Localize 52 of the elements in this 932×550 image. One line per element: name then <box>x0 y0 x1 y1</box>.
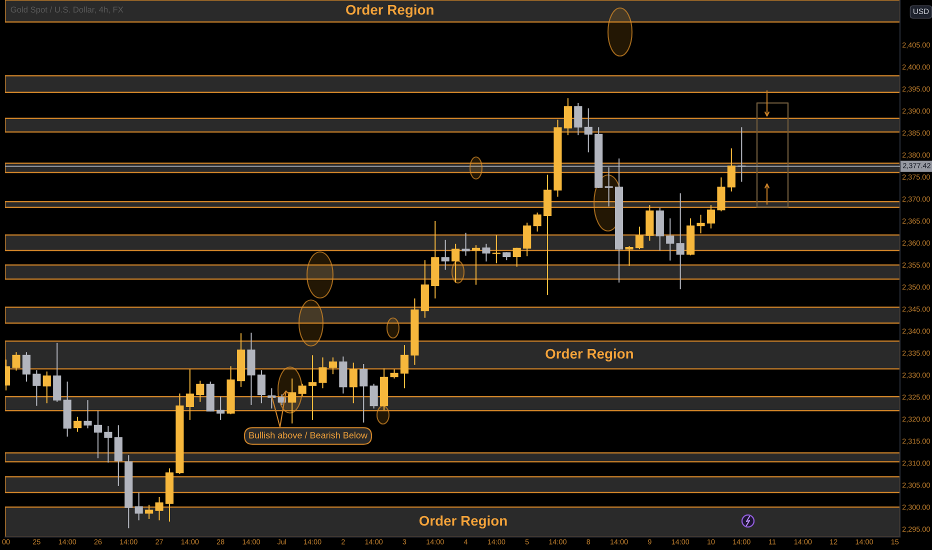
candlestick <box>22 352 30 382</box>
candlestick <box>676 192 684 290</box>
candlestick <box>696 214 705 234</box>
candlestick <box>370 383 378 409</box>
candlestick <box>308 354 317 420</box>
candlestick <box>288 378 296 424</box>
candlestick <box>186 368 194 420</box>
candlestick <box>257 370 266 404</box>
candlestick <box>360 363 368 424</box>
candlestick <box>717 176 726 212</box>
candlestick <box>512 247 521 268</box>
candlestick <box>298 383 306 397</box>
candlestick <box>574 102 582 136</box>
candlestick <box>492 234 500 264</box>
candlestick <box>584 108 592 153</box>
candlestick <box>564 98 572 136</box>
candlestick <box>604 166 613 207</box>
candlestick <box>318 356 327 389</box>
candlestick <box>196 380 204 402</box>
candlestick <box>216 396 225 420</box>
candlestick <box>12 352 20 372</box>
candlestick <box>482 243 490 262</box>
candlestick <box>349 362 358 404</box>
candlestick <box>706 204 716 229</box>
candlestick <box>155 496 164 521</box>
candlestick <box>533 212 542 232</box>
candlestick <box>328 356 337 375</box>
candlestick <box>635 226 644 250</box>
candlestick <box>268 388 276 409</box>
candlestick <box>625 246 634 266</box>
candlestick <box>390 368 398 380</box>
candlestick <box>94 410 102 459</box>
candlestick <box>42 370 51 404</box>
candlestick <box>84 400 92 429</box>
band-label: Order Region <box>346 4 434 18</box>
annotation: Bullish above / Bearish Below <box>249 432 368 438</box>
candlestick <box>441 239 450 270</box>
candlestick <box>145 504 154 520</box>
candlestick <box>523 222 532 257</box>
candlestick <box>472 244 480 286</box>
candlestick <box>666 218 674 262</box>
candlestick <box>114 424 122 486</box>
candlestick <box>452 243 460 284</box>
candlestick <box>727 148 736 192</box>
candlestick <box>134 492 143 521</box>
band-label: Order Region <box>419 516 507 529</box>
candlestick <box>74 416 82 432</box>
candlestick <box>104 426 112 464</box>
candlestick <box>738 126 746 182</box>
candlestick <box>400 344 409 389</box>
band-label: Order Region <box>546 348 633 362</box>
candlestick <box>32 370 41 406</box>
